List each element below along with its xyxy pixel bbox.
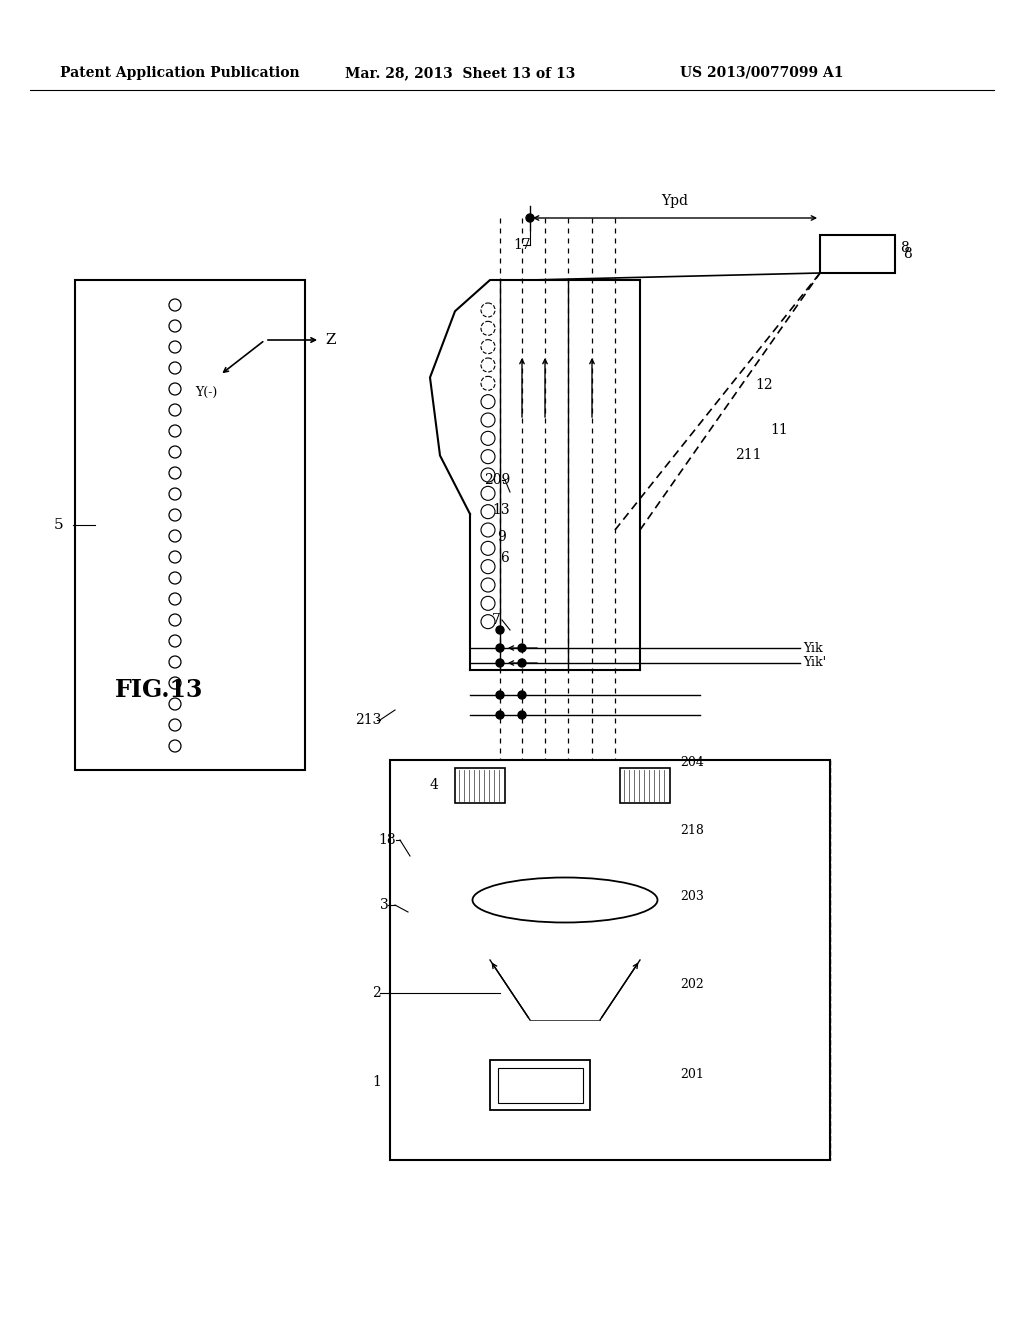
Text: Yik': Yik' [803, 656, 826, 669]
Text: 211: 211 [735, 447, 762, 462]
Bar [75, 280, 305, 770]
Text: 2: 2 [372, 986, 381, 1001]
Circle shape [518, 690, 526, 700]
Text: 4: 4 [430, 777, 439, 792]
Text: 203: 203 [680, 891, 703, 903]
Text: Ypd: Ypd [662, 194, 688, 209]
Bar [620, 768, 670, 803]
Circle shape [518, 644, 526, 652]
Ellipse shape [472, 878, 657, 923]
Text: 204: 204 [680, 756, 703, 770]
Circle shape [526, 214, 534, 222]
Text: 5: 5 [53, 517, 63, 532]
Text: Yik: Yik [803, 642, 822, 655]
Text: 8: 8 [900, 242, 908, 255]
Circle shape [496, 690, 504, 700]
Bar [455, 768, 505, 803]
Text: Z: Z [325, 333, 336, 347]
Bar [490, 1060, 590, 1110]
Text: 218: 218 [680, 824, 703, 837]
Text: 6: 6 [500, 550, 509, 565]
Text: 9: 9 [497, 531, 506, 544]
Circle shape [496, 711, 504, 719]
Text: Patent Application Publication: Patent Application Publication [60, 66, 300, 81]
Circle shape [496, 659, 504, 667]
Text: 209: 209 [484, 473, 510, 487]
Text: Mar. 28, 2013  Sheet 13 of 13: Mar. 28, 2013 Sheet 13 of 13 [345, 66, 575, 81]
Text: 13: 13 [492, 503, 510, 517]
Circle shape [518, 711, 526, 719]
Text: 202: 202 [680, 978, 703, 991]
Bar [498, 1068, 583, 1104]
Text: 8: 8 [903, 247, 911, 261]
Text: Y(-): Y(-) [195, 385, 217, 399]
Text: 18: 18 [378, 833, 395, 847]
Bar [820, 235, 895, 273]
Text: 3: 3 [380, 898, 389, 912]
Circle shape [518, 659, 526, 667]
Text: 17: 17 [513, 238, 530, 252]
Text: 7: 7 [492, 612, 501, 627]
Circle shape [496, 644, 504, 652]
Text: FIG.13: FIG.13 [115, 678, 204, 702]
Text: 1: 1 [372, 1074, 381, 1089]
Text: 11: 11 [770, 422, 787, 437]
Circle shape [496, 626, 504, 634]
Bar [390, 760, 830, 1160]
Text: 213: 213 [355, 713, 381, 727]
Text: US 2013/0077099 A1: US 2013/0077099 A1 [680, 66, 844, 81]
Text: 12: 12 [755, 378, 773, 392]
Text: 201: 201 [680, 1068, 703, 1081]
